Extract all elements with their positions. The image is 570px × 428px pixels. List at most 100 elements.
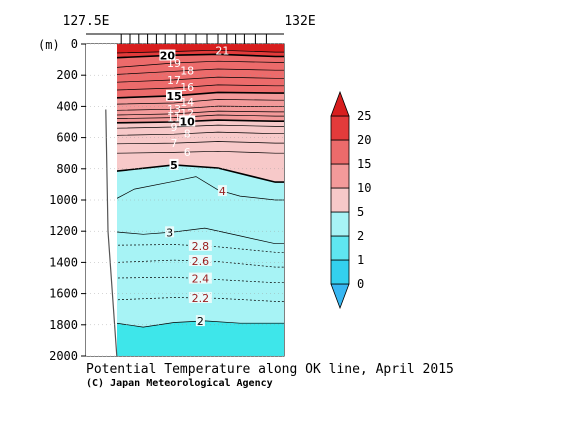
contour-label-bg [188, 255, 212, 266]
contour-line-18 [117, 68, 284, 75]
colorbar-label: 10 [357, 181, 371, 195]
contour-label-19: 19 [167, 57, 181, 70]
temperature-band-fill [117, 277, 284, 302]
temperature-band-fill [117, 176, 284, 244]
x-axis-end-label: 132E [284, 14, 315, 29]
colorbar-swatch [330, 235, 350, 261]
contour-line-7 [117, 141, 284, 145]
temperature-band-fill [117, 77, 284, 90]
y-tick-label: 1200 [49, 224, 78, 238]
contour-line-20 [117, 53, 284, 59]
bottom-topography-layer [86, 44, 118, 357]
seafloor-line [105, 109, 118, 357]
contour-label-14: 14 [180, 96, 194, 109]
contour-line-2 [117, 320, 284, 328]
y-axis-unit-label: (m) [38, 38, 60, 52]
colorbar-label: 0 [357, 277, 364, 291]
y-tick-label: 600 [56, 131, 78, 145]
contour-line-3 [117, 227, 284, 245]
temperature-band-fill [117, 106, 284, 115]
colorbar-swatch [330, 139, 350, 165]
contour-label-16: 16 [180, 81, 194, 94]
contour-label-bg [188, 292, 212, 303]
colorbar-swatch [330, 90, 350, 117]
contour-label-2.6: 2.6 [192, 255, 210, 268]
temperature-band-fill [117, 297, 284, 328]
y-tick-label: 2000 [49, 349, 78, 363]
contour-line-17 [117, 76, 284, 83]
chart-title: Potential Temperature along OK line, Apr… [86, 362, 454, 377]
temperature-band-fill [117, 115, 284, 123]
contour-label-3: 3 [166, 226, 173, 239]
temperature-band-fill [117, 320, 284, 356]
land-mask [86, 44, 117, 107]
temperature-band-fill [117, 111, 284, 119]
contour-label-11: 11 [167, 112, 181, 125]
contour-label-bg [165, 226, 175, 238]
contour-line-14 [117, 99, 284, 105]
contour-line-8 [117, 131, 284, 136]
contour-line-5 [117, 164, 284, 183]
temperature-band-fill [117, 92, 284, 105]
contour-label-6: 6 [184, 146, 191, 159]
colorbar-swatch [330, 259, 350, 285]
contour-label-bg [159, 49, 176, 61]
colorbar-swatch [330, 115, 350, 141]
contour-label-4: 4 [219, 185, 226, 198]
colorbar-swatch [330, 283, 350, 310]
contour-label-5: 5 [170, 159, 178, 172]
contour-line-10 [117, 119, 284, 124]
contour-label-8: 8 [184, 128, 191, 141]
contour-line-9 [117, 124, 284, 129]
contour-label-21: 21 [215, 44, 229, 57]
y-tick-label: 1400 [49, 255, 78, 269]
contour-lines-layer [117, 49, 284, 328]
contour-line-4 [117, 176, 284, 201]
colorbar-swatch [330, 211, 350, 237]
temperature-band-fill [117, 99, 284, 111]
contour-label-bg [166, 89, 182, 101]
contour-line-13 [117, 105, 284, 111]
contour-label-17: 17 [167, 74, 181, 87]
seafloor-mask [86, 44, 117, 356]
contour-label-2.8: 2.8 [192, 240, 210, 253]
y-tick-label: 0 [71, 37, 78, 51]
contour-label-bg [188, 272, 212, 284]
contour-label-bg [188, 239, 212, 251]
y-tick-label: 200 [56, 68, 78, 82]
colorbar-label: 5 [357, 205, 364, 219]
colorbar-label: 15 [357, 157, 371, 171]
contour-label-bg [179, 115, 196, 127]
contour-label-2.4: 2.4 [192, 273, 210, 286]
y-tick-label: 1000 [49, 193, 78, 207]
contour-line-21 [117, 49, 284, 54]
station-ticks-layer [86, 33, 284, 44]
contour-label-20: 20 [160, 50, 176, 63]
contour-line-16 [117, 84, 284, 91]
contour-label-9: 9 [171, 121, 178, 134]
contour-label-15: 15 [166, 90, 181, 103]
contour-line-6 [117, 150, 284, 154]
axis-layer: 0 200 400 600 800 1000 1200 1400 1600 1800 2000 [49, 37, 284, 363]
x-axis-start-label: 127.5E [63, 14, 110, 29]
y-tick-label: 800 [56, 162, 78, 176]
contour-label-18: 18 [180, 65, 194, 78]
contour-label-bg [195, 315, 205, 327]
contour-label-2: 2 [197, 315, 204, 328]
temperature-band-fill [117, 132, 284, 144]
temperature-band-fill [117, 164, 284, 200]
contour-label-bg [169, 158, 179, 170]
colorbar-label: 1 [357, 253, 364, 267]
temperature-band-fill [117, 84, 284, 98]
y-tick-label: 1600 [49, 287, 78, 301]
contour-line-15 [117, 91, 284, 99]
contour-label-7: 7 [171, 137, 178, 150]
contour-label-2.2: 2.2 [192, 292, 210, 305]
colorbar-label: 25 [357, 109, 371, 123]
chart-credit: (C) Japan Meteorological Agency [86, 377, 273, 389]
temperature-band-fill [117, 260, 284, 283]
y-tick-label: 400 [56, 99, 78, 113]
